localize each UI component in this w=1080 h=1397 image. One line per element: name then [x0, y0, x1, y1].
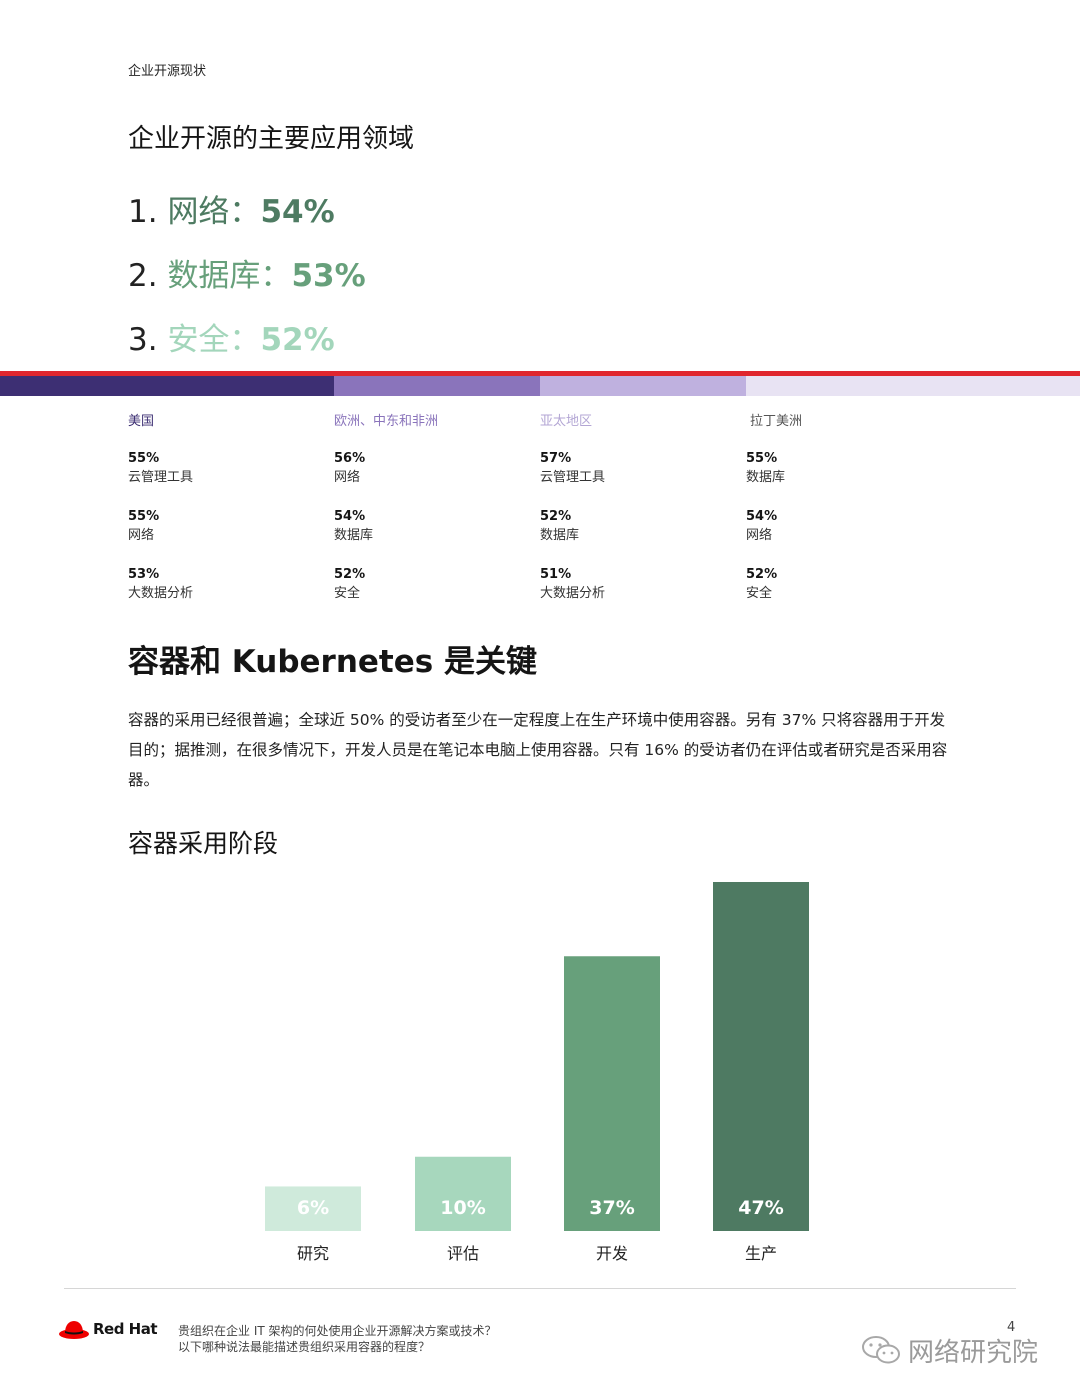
- bar-1: [265, 1186, 361, 1231]
- category-label: 评估: [447, 1244, 479, 1263]
- region-stat: 55% 网络: [128, 508, 328, 546]
- bar-3: [564, 956, 660, 1231]
- rank-name: 安全：: [167, 322, 261, 358]
- region-band-apac: [540, 376, 746, 396]
- region-stat: 56% 网络: [334, 450, 534, 488]
- stat-label: 云管理工具: [128, 470, 194, 485]
- adoption-bar-chart: 6% 研究 10% 评估 37% 开发 47% 生产: [265, 882, 809, 1263]
- footnote-question-1: 贵组织在企业 IT 架构的何处使用企业开源解决方案或技术？: [178, 1324, 497, 1338]
- bar-value-label: 10%: [440, 1197, 485, 1219]
- region-band-latam: [746, 376, 1080, 396]
- rank-number: 3.: [128, 322, 158, 358]
- ranked-item-3: 3. 安全：52%: [128, 314, 335, 359]
- region-column-us: 美国 55% 云管理工具 55% 网络 53% 大数据分析: [128, 410, 328, 604]
- stat-percent: 54%: [334, 509, 366, 524]
- region-stat: 52% 数据库: [540, 508, 740, 546]
- stat-label: 网络: [128, 528, 155, 543]
- region-name: 美国: [128, 414, 155, 429]
- wechat-icon: [862, 1336, 900, 1364]
- stat-percent: 52%: [746, 567, 778, 582]
- region-name: 拉丁美洲: [750, 414, 803, 429]
- region-stat: 55% 数据库: [746, 450, 946, 488]
- rank-percent: 53%: [291, 258, 366, 294]
- region-stat: 52% 安全: [334, 566, 534, 604]
- rank-percent: 54%: [260, 194, 335, 230]
- stat-percent: 54%: [746, 509, 778, 524]
- category-label: 开发: [596, 1244, 628, 1263]
- region-stat: 55% 云管理工具: [128, 450, 328, 488]
- running-header: 企业开源现状: [128, 64, 207, 79]
- stat-label: 数据库: [334, 528, 374, 543]
- region-stat: 53% 大数据分析: [128, 566, 328, 604]
- region-band-us: [0, 376, 334, 396]
- rank-number: 2.: [128, 258, 158, 294]
- stat-label: 云管理工具: [540, 470, 606, 485]
- footnote-question-2: 以下哪种说法最能描述贵组织采用容器的程度？: [178, 1340, 431, 1354]
- bar-value-label: 47%: [738, 1197, 783, 1219]
- containers-paragraph: 容器的采用已经很普遍；全球近 50% 的受访者至少在一定程度上在生产环境中使用容…: [128, 711, 948, 789]
- top-areas-title: 企业开源的主要应用领域: [128, 124, 415, 154]
- region-stat: 54% 网络: [746, 508, 946, 546]
- stat-percent: 56%: [334, 451, 366, 466]
- region-column-apac: 亚太地区 57% 云管理工具 52% 数据库 51% 大数据分析: [540, 410, 740, 604]
- watermark-text: 网络研究院: [908, 1338, 1039, 1368]
- stat-percent: 57%: [540, 451, 572, 466]
- category-label: 研究: [297, 1244, 329, 1263]
- category-label: 生产: [745, 1244, 777, 1263]
- containers-heading: 容器和 Kubernetes 是关键: [128, 644, 538, 680]
- stat-label: 网络: [746, 528, 773, 543]
- bar-2: [415, 1156, 511, 1231]
- stat-percent: 53%: [128, 567, 160, 582]
- stat-percent: 51%: [540, 567, 572, 582]
- stat-label: 网络: [334, 470, 361, 485]
- region-column-latam: 拉丁美洲 55% 数据库 54% 网络 52% 安全: [746, 410, 946, 604]
- chart-title: 容器采用阶段: [128, 829, 279, 858]
- region-stat: 51% 大数据分析: [540, 566, 740, 604]
- rank-name: 数据库：: [167, 258, 292, 294]
- region-column-emea: 欧洲、中东和非洲 56% 网络 54% 数据库 52% 安全: [334, 410, 534, 604]
- rank-number: 1.: [128, 194, 158, 230]
- stat-label: 安全: [334, 586, 361, 601]
- stat-label: 大数据分析: [128, 586, 194, 601]
- ranked-item-1: 1. 网络：54%: [128, 186, 335, 231]
- stat-percent: 52%: [334, 567, 366, 582]
- ranked-item-2: 2. 数据库：53%: [128, 250, 366, 295]
- stat-percent: 52%: [540, 509, 572, 524]
- region-stat: 52% 安全: [746, 566, 946, 604]
- stat-percent: 55%: [128, 509, 160, 524]
- bar-value-label: 6%: [297, 1197, 329, 1219]
- red-divider: [0, 371, 1080, 376]
- rank-name: 网络：: [167, 194, 261, 230]
- bar-4: [713, 882, 809, 1231]
- rank-percent: 52%: [260, 322, 335, 358]
- stat-label: 安全: [746, 586, 773, 601]
- region-name: 亚太地区: [540, 414, 593, 429]
- region-band-emea: [334, 376, 540, 396]
- page-number: 4: [1007, 1320, 1016, 1335]
- region-stat: 57% 云管理工具: [540, 450, 740, 488]
- stat-percent: 55%: [746, 451, 778, 466]
- stat-label: 数据库: [540, 528, 580, 543]
- region-stat: 54% 数据库: [334, 508, 534, 546]
- region-name: 欧洲、中东和非洲: [334, 414, 439, 429]
- footer-divider: [64, 1288, 1016, 1289]
- stat-label: 数据库: [746, 470, 786, 485]
- stat-percent: 55%: [128, 451, 160, 466]
- bar-value-label: 37%: [589, 1197, 634, 1219]
- stat-label: 大数据分析: [540, 586, 606, 601]
- red-hat-logo-icon: [59, 1321, 89, 1339]
- brand-name: Red Hat: [93, 1320, 158, 1338]
